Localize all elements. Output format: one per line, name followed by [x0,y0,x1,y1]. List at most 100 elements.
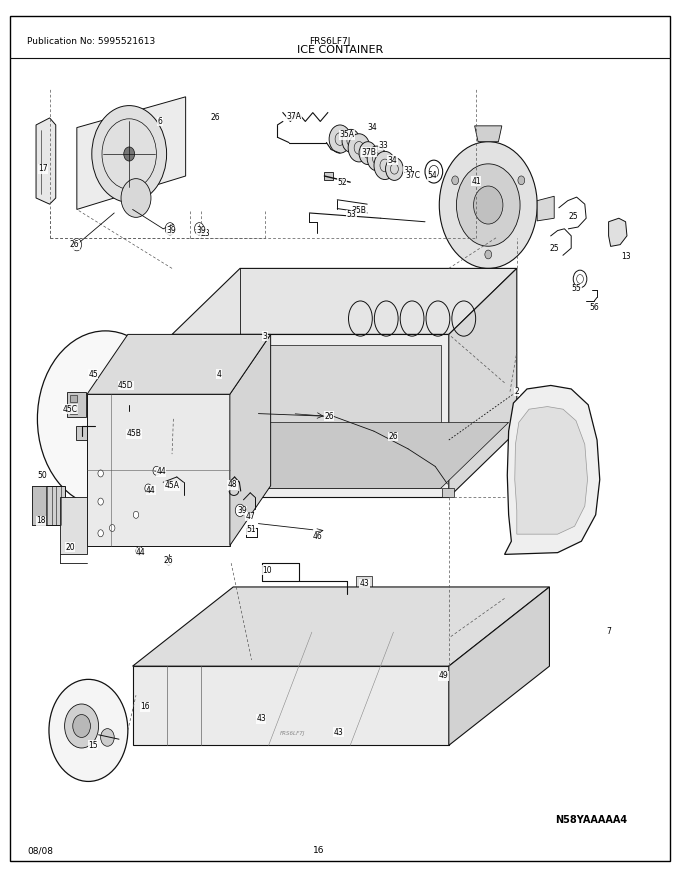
Text: Publication No: 5995521613: Publication No: 5995521613 [27,37,156,46]
Text: 26: 26 [164,556,173,565]
Circle shape [518,176,525,185]
Text: 35B: 35B [352,206,367,215]
Circle shape [348,134,370,162]
Polygon shape [449,587,549,745]
Circle shape [145,484,152,493]
Polygon shape [36,118,56,204]
Polygon shape [505,385,600,554]
Text: 35A: 35A [339,130,354,139]
Text: 44: 44 [146,486,156,495]
Text: 43: 43 [256,715,266,723]
Text: 43: 43 [360,579,369,588]
Text: 49: 49 [439,671,448,680]
Bar [119,385,139,405]
Text: 34: 34 [388,156,397,165]
Text: 16: 16 [313,847,324,855]
Text: 50: 50 [37,471,47,480]
Circle shape [65,704,99,748]
Text: 18: 18 [36,517,46,525]
Bar [356,576,372,590]
Text: 4: 4 [216,370,222,378]
Circle shape [98,470,103,477]
Bar [324,172,333,180]
Polygon shape [87,394,230,546]
Polygon shape [172,334,449,497]
Text: 10: 10 [262,566,271,575]
Text: 39: 39 [237,506,247,515]
Text: FRS6LF7J: FRS6LF7J [279,730,305,736]
Text: 39: 39 [197,226,206,235]
Circle shape [367,146,386,171]
Text: 13: 13 [621,253,630,261]
Circle shape [98,530,103,537]
Circle shape [92,106,167,202]
Polygon shape [172,268,517,334]
Text: 26: 26 [324,412,334,421]
Circle shape [359,142,377,165]
Text: 56: 56 [590,303,599,312]
Text: 37C: 37C [405,172,420,180]
Circle shape [386,158,403,180]
Text: 53: 53 [347,210,356,219]
Text: 3: 3 [262,332,268,341]
Text: 37A: 37A [286,112,301,121]
Text: 47: 47 [245,512,255,521]
Text: 23: 23 [201,229,210,238]
Polygon shape [77,97,186,209]
Text: 52: 52 [337,178,347,187]
Bar [70,395,77,402]
Circle shape [194,223,204,235]
Circle shape [121,179,151,217]
Bar [339,715,355,729]
Bar [76,426,87,440]
Circle shape [124,147,135,161]
Polygon shape [160,488,172,497]
Polygon shape [133,666,449,745]
Polygon shape [515,407,588,534]
Polygon shape [180,345,441,488]
Polygon shape [609,218,627,246]
Text: 45: 45 [88,370,98,378]
Text: 45A: 45A [165,481,180,490]
Text: 26: 26 [70,240,80,249]
Text: 43: 43 [334,728,343,737]
Text: 45D: 45D [118,381,133,390]
Text: 08/08: 08/08 [27,847,53,855]
Polygon shape [87,334,271,394]
Text: 44: 44 [156,467,166,476]
Circle shape [165,556,172,565]
Text: ICE CONTAINER: ICE CONTAINER [297,45,383,55]
Circle shape [473,186,503,224]
Circle shape [136,546,143,555]
Circle shape [101,729,114,746]
Polygon shape [442,488,454,497]
Circle shape [235,504,245,517]
Circle shape [452,176,458,185]
Text: FRS6LF7J: FRS6LF7J [309,37,351,46]
Text: 6: 6 [157,117,163,126]
Bar [32,486,65,525]
Circle shape [439,142,537,268]
Circle shape [73,715,90,737]
Text: 46: 46 [313,532,322,541]
Polygon shape [230,334,271,546]
Circle shape [72,238,82,251]
Text: 26: 26 [210,114,220,122]
Circle shape [329,125,351,153]
Circle shape [456,164,520,246]
Circle shape [485,250,492,259]
Bar [70,405,77,414]
Circle shape [342,129,360,152]
Text: 55: 55 [572,284,581,293]
Text: 37B: 37B [362,148,377,157]
Text: 34: 34 [368,123,377,132]
Circle shape [374,151,396,180]
Text: 20: 20 [65,543,75,552]
Text: 26: 26 [388,432,398,441]
Text: 44: 44 [136,548,146,557]
Bar [32,486,46,525]
Bar [67,392,86,417]
Polygon shape [537,196,554,221]
Text: 17: 17 [38,165,48,173]
Text: 16: 16 [140,702,150,711]
